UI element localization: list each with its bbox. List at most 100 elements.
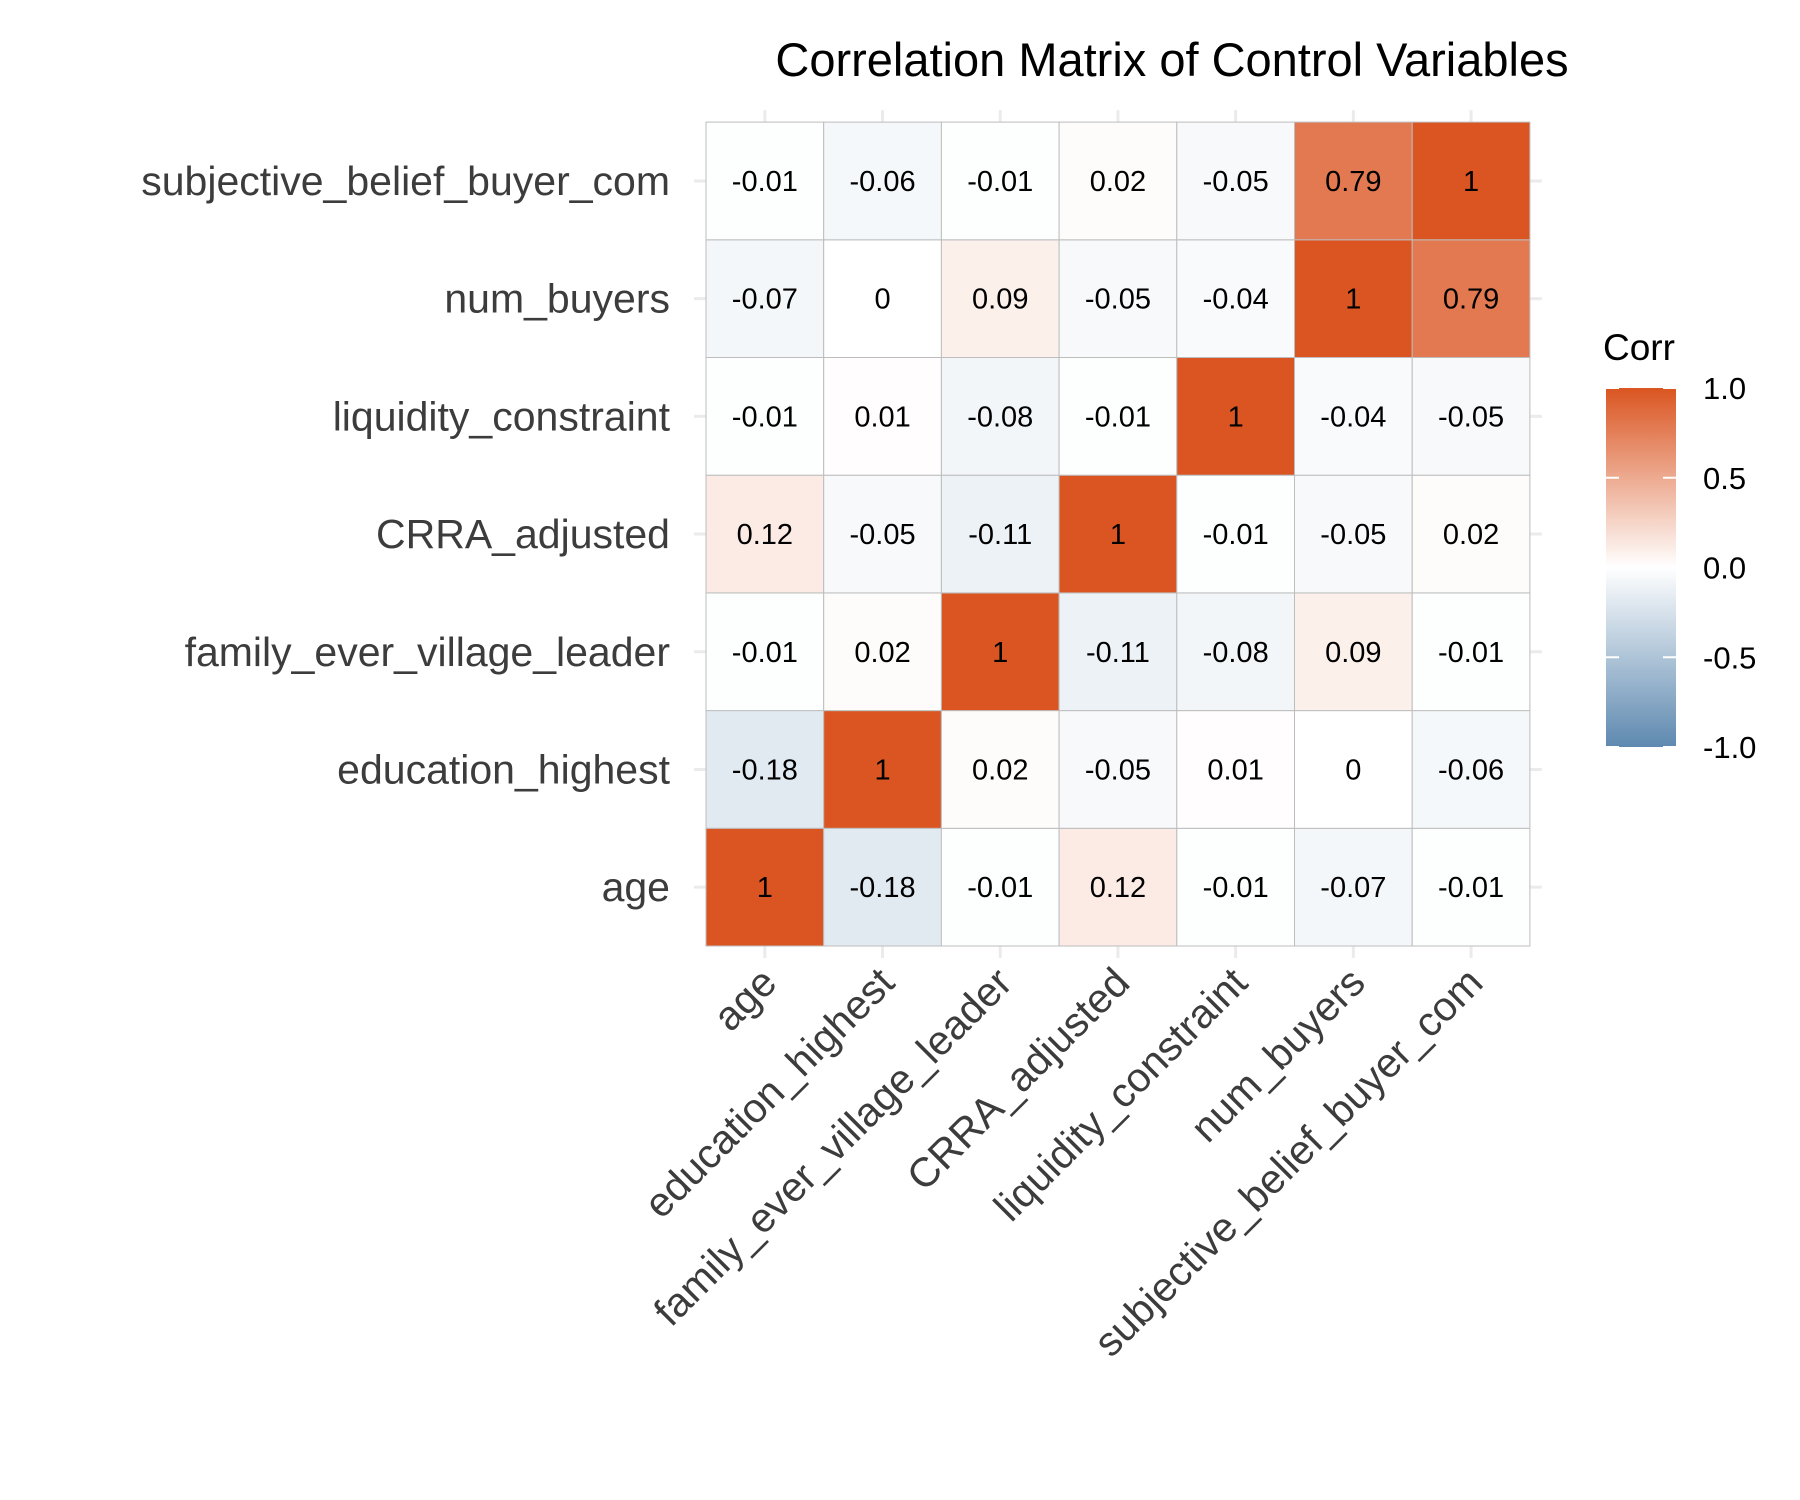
- cell-value-label: 0.79: [1325, 166, 1381, 198]
- cell-value-label: -0.01: [1085, 401, 1151, 433]
- cell-value-label: -0.05: [1438, 401, 1504, 433]
- cell-value-label: -0.18: [732, 754, 798, 786]
- cell-value-label: -0.01: [1203, 872, 1269, 904]
- legend-tick-label: -1.0: [1703, 730, 1756, 765]
- heatmap-cell: [1176, 474, 1296, 594]
- heatmap-cell: [940, 592, 1060, 712]
- heatmap-cell: [940, 474, 1060, 594]
- cell-value-label: -0.06: [849, 166, 915, 198]
- cell-value-label: -0.11: [968, 519, 1032, 551]
- heatmap-cell: [1176, 827, 1296, 947]
- cell-labels: 1 -0.18 -0.01 0.12 -0.01 -0.07 -0.01 -0.18 1 0.02…: [732, 166, 1504, 904]
- cell-value-label: -0.01: [732, 166, 798, 198]
- cell-value-label: -0.01: [967, 872, 1033, 904]
- heatmap-cell: [1411, 357, 1531, 476]
- cell-value-label: 0.02: [854, 637, 910, 669]
- heatmap-cell: [940, 827, 1060, 947]
- heatmap-cells: [705, 121, 1531, 947]
- heatmap-cell: [823, 710, 942, 829]
- cell-value-label: 1: [1463, 166, 1479, 198]
- heatmap-cell: [705, 592, 825, 712]
- cell-value-label: -0.06: [1438, 754, 1504, 786]
- cell-value-label: 1: [757, 872, 773, 904]
- cell-value-label: 1: [874, 754, 890, 786]
- legend-tick-label: -0.5: [1703, 640, 1756, 675]
- cell-value-label: -0.07: [1320, 872, 1386, 904]
- legend-title: Corr: [1603, 327, 1675, 368]
- cell-value-label: -0.01: [732, 401, 798, 433]
- legend: Corr 1.0 0.5 0.0 -0.5 -1.0: [1603, 327, 1756, 765]
- cell-value-label: 0.01: [854, 401, 910, 433]
- heatmap-cell: [1411, 710, 1531, 829]
- heatmap-cell: [705, 357, 825, 476]
- x-tick-label: age: [704, 959, 785, 1040]
- heatmap-cell: [1294, 710, 1413, 829]
- cell-value-label: -0.05: [1203, 166, 1269, 198]
- heatmap-cell: [1294, 121, 1413, 241]
- heatmap-cell: [823, 592, 942, 712]
- heatmap-cell: [1176, 357, 1296, 476]
- heatmap-cell: [1294, 239, 1413, 358]
- cell-value-label: -0.01: [1203, 519, 1269, 551]
- cell-value-label: 1: [1228, 401, 1244, 433]
- heatmap-cell: [1411, 239, 1531, 358]
- cell-value-label: 0.01: [1207, 754, 1263, 786]
- cell-value-label: -0.08: [1203, 637, 1269, 669]
- cell-value-label: 1: [992, 637, 1008, 669]
- heatmap-cell: [705, 474, 825, 594]
- cell-value-label: -0.04: [1203, 284, 1269, 316]
- y-tick-label: liquidity_constraint: [333, 393, 671, 439]
- heatmap-cell: [1294, 474, 1413, 594]
- y-tick-label: age: [602, 864, 670, 910]
- heatmap-cell: [1411, 592, 1531, 712]
- cell-value-label: 1: [1110, 519, 1126, 551]
- cell-value-label: -0.18: [849, 872, 915, 904]
- heatmap-cell: [1058, 592, 1178, 712]
- cell-value-label: -0.01: [967, 166, 1033, 198]
- cell-value-label: 0.09: [1325, 637, 1381, 669]
- heatmap-cell: [823, 121, 942, 241]
- heatmap-cell: [1058, 474, 1178, 594]
- cell-value-label: -0.05: [1085, 754, 1151, 786]
- y-tick-label: subjective_belief_buyer_com: [141, 158, 670, 204]
- heatmap-cell: [1176, 592, 1296, 712]
- heatmap-cell: [705, 710, 825, 829]
- cell-value-label: -0.01: [1438, 872, 1504, 904]
- y-tick-label: education_highest: [337, 746, 670, 792]
- heatmap-cell: [1294, 827, 1413, 947]
- cell-value-label: 0.02: [972, 754, 1028, 786]
- cell-value-label: -0.05: [849, 519, 915, 551]
- cell-value-label: 0.02: [1090, 166, 1146, 198]
- heatmap-cell: [823, 239, 942, 358]
- heatmap-cell: [1176, 710, 1296, 829]
- heatmap-cell: [1411, 474, 1531, 594]
- cell-value-label: -0.01: [732, 637, 798, 669]
- heatmap-cell: [1058, 357, 1178, 476]
- heatmap-cell: [823, 474, 942, 594]
- cell-value-label: -0.05: [1320, 519, 1386, 551]
- cell-value-label: -0.01: [1438, 637, 1504, 669]
- cell-value-label: 0: [874, 284, 890, 316]
- cell-value-label: 1: [1345, 284, 1361, 316]
- cell-value-label: -0.07: [732, 284, 798, 316]
- heatmap-cell: [1058, 121, 1178, 241]
- heatmap-cell: [1058, 710, 1178, 829]
- cell-value-label: 0.12: [1090, 872, 1146, 904]
- cell-value-label: 0.12: [737, 519, 793, 551]
- cell-value-label: 0.09: [972, 284, 1028, 316]
- heatmap-cell: [940, 121, 1060, 241]
- y-tick-label: family_ever_village_leader: [185, 629, 670, 675]
- cell-value-label: 0.02: [1443, 519, 1499, 551]
- heatmap-cell: [1294, 357, 1413, 476]
- cell-value-label: -0.05: [1085, 284, 1151, 316]
- chart-title: Correlation Matrix of Control Variables: [775, 33, 1568, 86]
- cell-value-label: 0: [1345, 754, 1361, 786]
- legend-tick-label: 1.0: [1703, 371, 1746, 406]
- cell-value-label: 0.79: [1443, 284, 1499, 316]
- legend-tick-label: 0.0: [1703, 551, 1746, 586]
- y-tick-label: num_buyers: [444, 276, 670, 322]
- heatmap-cell: [1411, 827, 1531, 947]
- legend-tick-label: 0.5: [1703, 461, 1746, 496]
- cell-value-label: -0.11: [1086, 637, 1150, 669]
